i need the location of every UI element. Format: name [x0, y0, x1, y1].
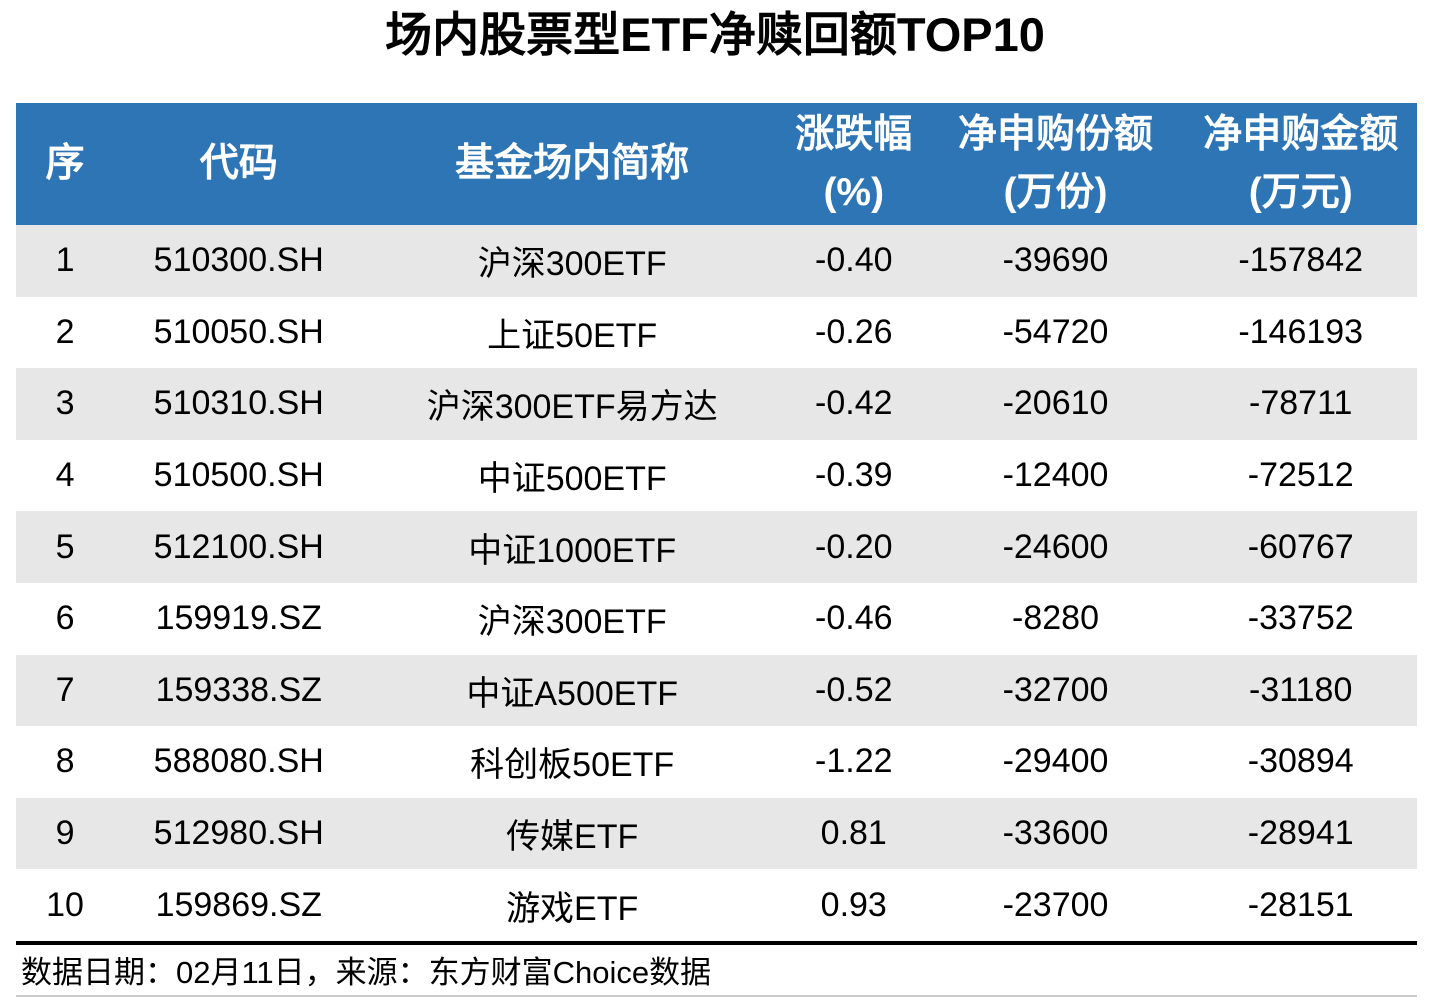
header-cell-index: 序: [16, 103, 115, 225]
table-cell: -0.39: [815, 456, 893, 495]
table-cell: -1.22: [815, 742, 893, 781]
table-cell: 159919.SZ: [155, 599, 322, 638]
table-cell: -8280: [1012, 599, 1099, 638]
table-cell: 512100.SH: [153, 527, 324, 566]
table-cell: -33600: [1002, 814, 1109, 853]
table-cell: 510310.SH: [153, 384, 324, 423]
table-row: 9 512980.SH 传媒ETF 0.81 -33600 -28941: [16, 797, 1417, 870]
header-cell-net-amount: 净申购金额 (万元): [1184, 103, 1417, 225]
table-cell: -54720: [1002, 312, 1109, 351]
table-cell: 5: [55, 527, 75, 566]
table-cell: 3: [55, 384, 75, 423]
table-cell: -29400: [1002, 742, 1109, 781]
table-cell: -0.26: [815, 312, 893, 351]
table-cell: -12400: [1002, 456, 1109, 495]
footer-note: 数据日期：02月11日，来源：东方财富Choice数据: [16, 940, 1417, 997]
table-cell: 510500.SH: [153, 456, 324, 495]
table-cell: 510050.SH: [153, 312, 324, 351]
table-cell: -60767: [1247, 527, 1354, 566]
table-cell: -31180: [1249, 670, 1353, 709]
table-cell: 中证500ETF: [477, 460, 667, 499]
table-cell: 512980.SH: [153, 814, 324, 853]
table-cell: 0.93: [820, 885, 887, 924]
table-cell: -28941: [1247, 814, 1354, 853]
table-cell: -33752: [1247, 599, 1354, 638]
header-cell-net-shares: 净申购份额 (万份): [926, 103, 1185, 225]
table-cell: -28151: [1247, 885, 1354, 924]
table-cell: -0.42: [815, 384, 893, 423]
table-cell: 中证A500ETF: [466, 674, 678, 713]
table-cell: -30894: [1247, 742, 1354, 781]
table-row: 5 512100.SH 中证1000ETF -0.20 -24600 -60767: [16, 511, 1417, 583]
table-row: 1 510300.SH 沪深300ETF -0.40 -39690 -157842: [16, 225, 1417, 297]
table-cell: -20610: [1002, 384, 1109, 423]
table-cell: -39690: [1002, 241, 1109, 280]
table-row: 8 588080.SH 科创板50ETF -1.22 -29400 -30894: [16, 726, 1417, 798]
table-row: 10 159869.SZ 游戏ETF 0.93 -23700 -28151: [16, 869, 1417, 941]
page-title: 场内股票型ETF净赎回额TOP10: [385, 8, 1045, 61]
table-row: 6 159919.SZ 沪深300ETF -0.46 -8280 -33752: [16, 582, 1417, 655]
table-cell: 0.81: [820, 814, 887, 853]
table-cell: 6: [55, 599, 75, 638]
table-cell: 159869.SZ: [155, 885, 322, 924]
table-body: 1 510300.SH 沪深300ETF -0.40 -39690 -157842 2 510…: [16, 225, 1417, 941]
table-cell: -0.40: [815, 241, 893, 280]
table-sheet: 序 代码 基金场内简称 涨跌幅 (%) 净申购份额 (万份) 净申购金额 (万元…: [16, 103, 1417, 997]
table-cell: -24600: [1002, 527, 1109, 566]
table-cell: 159338.SZ: [155, 670, 322, 709]
table-cell: -0.20: [815, 527, 893, 566]
header-cell-change-pct: 涨跌幅 (%): [780, 103, 927, 225]
table-cell: -72512: [1247, 456, 1354, 495]
header-line1: 净申购份额: [958, 112, 1154, 156]
table-row: 7 159338.SZ 中证A500ETF -0.52 -32700 -31180: [16, 654, 1417, 727]
table-cell: 中证1000ETF: [468, 531, 677, 570]
table-cell: 科创板50ETF: [470, 746, 675, 785]
header-line2: (万元): [1248, 171, 1353, 214]
table-cell: -157842: [1238, 241, 1364, 280]
table-cell: 588080.SH: [153, 742, 324, 781]
table-header-row: 序 代码 基金场内简称 涨跌幅 (%) 净申购份额 (万份) 净申购金额 (万元…: [16, 103, 1417, 225]
table-cell: -78711: [1249, 384, 1353, 423]
header-cell-fund-name: 基金场内简称: [363, 103, 781, 225]
table-cell: -32700: [1002, 670, 1109, 709]
header-cell-code: 代码: [114, 103, 364, 225]
table-cell: -0.52: [815, 670, 893, 709]
table-cell: 510300.SH: [153, 241, 324, 280]
table-cell: 2: [55, 312, 75, 351]
table-row: 4 510500.SH 中证500ETF -0.39 -12400 -72512: [16, 439, 1417, 512]
table-cell: 传媒ETF: [506, 818, 639, 857]
table-row: 2 510050.SH 上证50ETF -0.26 -54720 -146193: [16, 296, 1417, 369]
table-cell: -146193: [1238, 312, 1364, 351]
table-cell: -23700: [1002, 885, 1109, 924]
table-cell: -0.46: [815, 599, 893, 638]
header-line1: 涨跌幅: [795, 112, 913, 156]
table-cell: 沪深300ETF: [477, 245, 667, 284]
table-cell: 8: [55, 742, 75, 781]
table-cell: 4: [55, 456, 75, 495]
table-cell: 10: [46, 885, 84, 924]
table-cell: 9: [55, 814, 75, 853]
table-cell: 上证50ETF: [487, 316, 658, 355]
etf-redemption-table: 序 代码 基金场内简称 涨跌幅 (%) 净申购份额 (万份) 净申购金额 (万元…: [16, 103, 1417, 941]
header-line2: (%): [823, 171, 885, 214]
table-cell: 1: [55, 241, 75, 280]
table-cell: 7: [55, 670, 75, 709]
table-row: 3 510310.SH 沪深300ETF易方达 -0.42 -20610 -78711: [16, 368, 1417, 440]
header-line2: (万份): [1003, 171, 1108, 214]
table-cell: 沪深300ETF: [477, 603, 667, 642]
table-cell: 游戏ETF: [506, 889, 639, 928]
table-cell: 沪深300ETF易方达: [426, 388, 718, 427]
header-line1: 净申购金额: [1203, 112, 1399, 156]
